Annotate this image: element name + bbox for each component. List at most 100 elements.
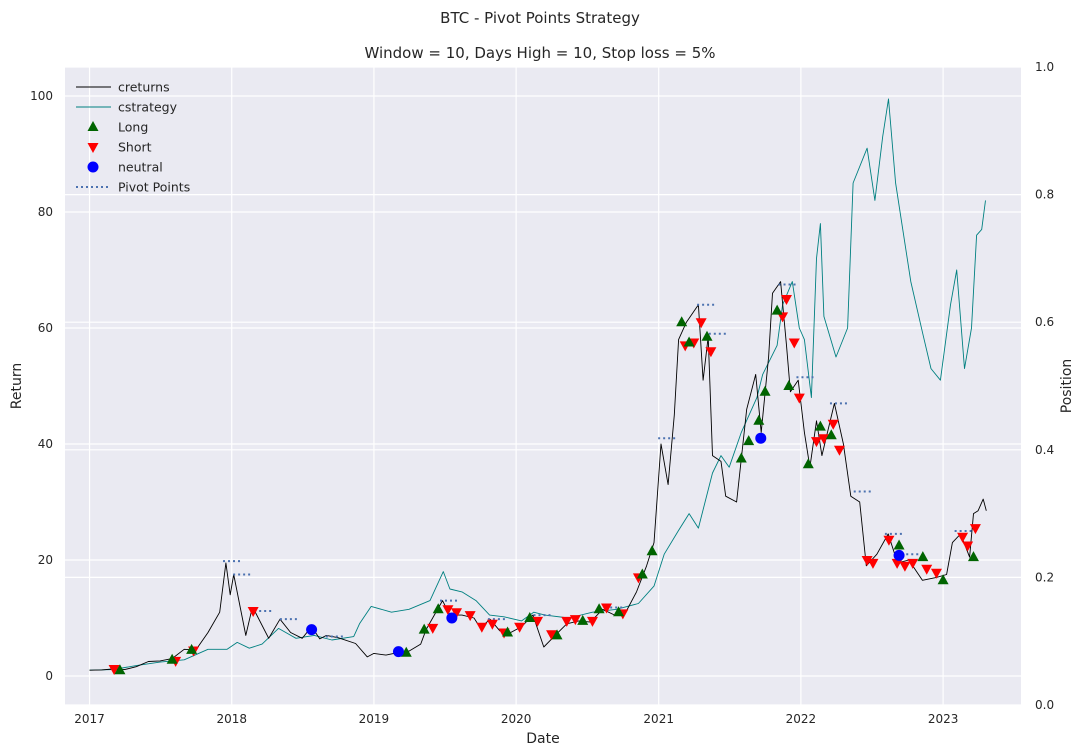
long-marker: [759, 385, 771, 396]
legend-label: Long: [118, 120, 148, 135]
short-marker: [861, 556, 873, 566]
short-marker: [930, 568, 942, 579]
short-marker: [586, 616, 598, 627]
y-tick-label: 60: [38, 321, 53, 335]
y2-tick-label: 0.6: [1035, 315, 1054, 329]
neutral-marker: [755, 432, 767, 444]
x-tick-label: 2017: [74, 712, 105, 726]
short-marker: [891, 558, 903, 569]
long-marker: [814, 420, 826, 431]
short-marker: [569, 615, 581, 626]
short-marker: [476, 622, 488, 633]
long-marker: [186, 643, 198, 654]
y2-tick-label: 0.4: [1035, 443, 1054, 457]
neutral-marker: [446, 612, 458, 624]
series-line-cstrategy: [89, 98, 986, 671]
long-marker: [917, 551, 929, 562]
neutral-marker: [392, 646, 404, 658]
short-marker: [810, 437, 822, 448]
long-marker: [967, 551, 979, 562]
long-marker: [683, 336, 695, 347]
legend-swatch-short: [87, 143, 99, 153]
x-tick-label: 2020: [501, 712, 532, 726]
long-marker: [636, 568, 648, 579]
y-tick-label: 20: [38, 553, 53, 567]
short-marker: [921, 564, 933, 575]
legend-label: Short: [118, 140, 152, 155]
long-marker: [114, 664, 126, 675]
long-marker: [743, 435, 755, 446]
long-marker: [802, 458, 814, 469]
short-marker: [957, 532, 969, 543]
short-marker: [451, 608, 463, 619]
plot-area: [65, 67, 1021, 705]
short-marker: [833, 445, 845, 456]
chart-subtitle: Window = 10, Days High = 10, Stop loss =…: [364, 44, 715, 62]
x-tick-label: 2019: [359, 712, 390, 726]
short-marker: [695, 318, 707, 329]
x-tick-label: 2022: [786, 712, 817, 726]
short-marker: [532, 616, 544, 627]
legend-label: creturns: [118, 80, 170, 95]
y2-tick-label: 0.2: [1035, 570, 1054, 584]
short-marker: [777, 312, 789, 323]
neutral-marker: [306, 624, 318, 636]
long-marker: [524, 612, 536, 622]
short-marker: [705, 347, 717, 358]
y-axis-label: Return: [9, 363, 25, 409]
short-marker: [788, 338, 800, 349]
short-marker: [108, 665, 120, 676]
legend-swatch-neutral: [87, 161, 99, 173]
long-marker: [400, 646, 412, 657]
long-marker: [613, 606, 625, 617]
short-marker: [867, 558, 879, 569]
long-marker: [166, 653, 178, 664]
y2-tick-label: 1.0: [1035, 60, 1054, 74]
long-marker: [593, 603, 605, 614]
short-marker: [427, 623, 439, 634]
y-tick-label: 80: [38, 205, 53, 219]
long-marker: [735, 452, 747, 463]
legend: creturns cstrategy Long Short neutral Pivot P…: [76, 80, 190, 195]
short-marker: [442, 605, 454, 616]
long-marker: [432, 603, 444, 614]
long-marker: [753, 414, 765, 425]
long-marker: [551, 629, 563, 640]
short-marker: [827, 419, 839, 430]
y-tick-label: 40: [38, 437, 53, 451]
y2-tick-label: 0.8: [1035, 188, 1054, 202]
chart-title: BTC - Pivot Points Strategy: [440, 9, 640, 27]
short-marker: [600, 603, 612, 614]
y-tick-label: 100: [30, 89, 53, 103]
neutral-marker: [893, 549, 905, 561]
short-marker: [793, 393, 805, 404]
long-marker: [502, 626, 514, 637]
ticks-layer: 2017 2018 2019 2020 2021 2022 2023 0 20 40 60 80 100…: [30, 60, 1054, 726]
short-marker: [818, 434, 830, 445]
short-marker: [899, 561, 911, 572]
long-marker: [783, 380, 795, 390]
legend-label: cstrategy: [118, 100, 178, 115]
markers-layer: [108, 283, 981, 676]
legend-label: Pivot Points: [118, 180, 190, 195]
short-marker: [486, 619, 498, 630]
long-marker: [893, 539, 905, 550]
x-tick-label: 2023: [928, 712, 959, 726]
long-marker: [577, 614, 589, 625]
long-marker: [701, 330, 713, 341]
short-marker: [780, 295, 792, 305]
short-marker: [561, 616, 573, 627]
short-marker: [969, 524, 981, 535]
grid: [65, 66, 1021, 706]
long-marker: [646, 545, 658, 556]
long-marker: [771, 304, 783, 315]
short-marker: [962, 541, 974, 552]
long-marker: [937, 574, 949, 585]
short-marker: [907, 558, 919, 569]
legend-label: neutral: [118, 160, 163, 175]
short-marker: [514, 622, 526, 633]
legend-swatch-long: [87, 121, 99, 131]
long-marker: [825, 429, 837, 440]
long-marker: [418, 623, 430, 634]
